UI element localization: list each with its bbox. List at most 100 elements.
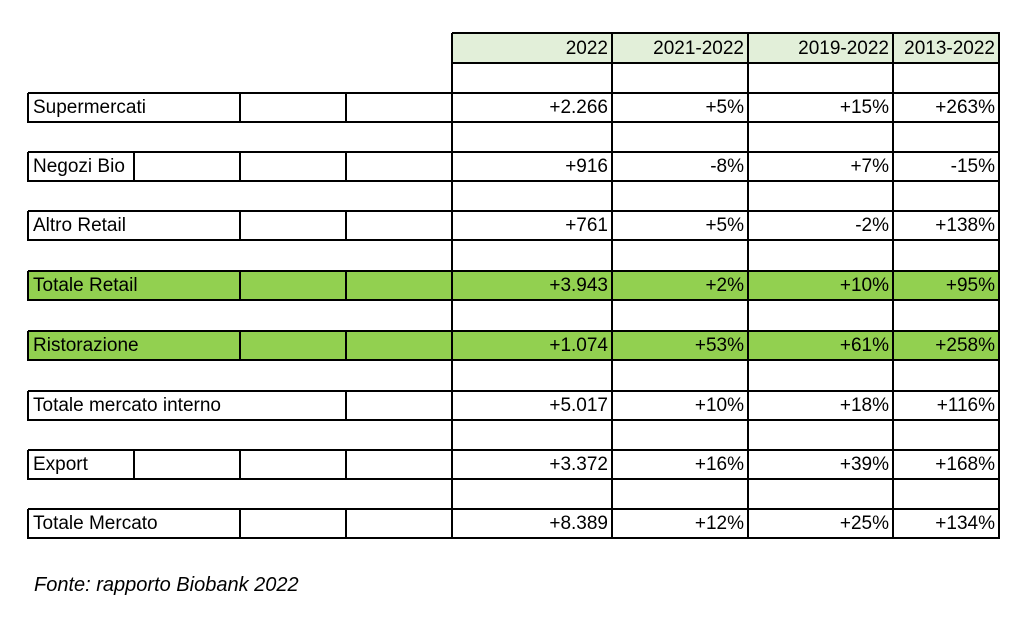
grid-line	[28, 330, 1000, 332]
table-cell: +2.266	[549, 97, 608, 118]
table-cell: +8.389	[549, 513, 608, 534]
grid-line	[345, 271, 347, 301]
grid-line	[892, 240, 894, 272]
grid-line	[747, 479, 749, 510]
grid-line	[611, 240, 613, 272]
grid-line	[452, 32, 1000, 34]
grid-line	[892, 93, 894, 123]
grid-line	[451, 152, 453, 182]
grid-line	[451, 360, 453, 392]
grid-line	[239, 509, 241, 539]
grid-line	[892, 271, 894, 301]
grid-line	[133, 152, 135, 182]
grid-line	[998, 211, 1000, 241]
grid-line	[747, 300, 749, 332]
grid-line	[998, 300, 1000, 332]
table-cell: +10%	[694, 395, 744, 416]
grid-line	[611, 420, 613, 451]
grid-line	[27, 450, 29, 480]
grid-line	[998, 450, 1000, 480]
grid-line	[747, 122, 749, 153]
grid-line	[892, 181, 894, 212]
grid-line	[27, 152, 29, 182]
grid-line	[452, 62, 1000, 64]
grid-line	[998, 63, 1000, 94]
row-highlight	[28, 331, 999, 360]
table-cell: +116%	[936, 395, 995, 416]
table-cell: +61%	[839, 335, 889, 356]
grid-line	[611, 271, 613, 301]
grid-line	[747, 391, 749, 421]
table-cell: +168%	[935, 454, 995, 475]
grid-line	[892, 479, 894, 510]
table-cell: +3.372	[549, 454, 608, 475]
grid-line	[611, 360, 613, 392]
grid-line	[611, 33, 613, 64]
grid-line	[451, 63, 453, 94]
grid-line	[892, 509, 894, 539]
table-cell: -15%	[950, 156, 995, 177]
grid-line	[239, 211, 241, 241]
table-cell: +1.074	[549, 335, 608, 356]
table-cell: +5.017	[549, 395, 608, 416]
grid-line	[451, 240, 453, 272]
grid-line	[239, 450, 241, 480]
table-cell: +5%	[705, 97, 744, 118]
grid-line	[239, 271, 241, 301]
grid-line	[239, 331, 241, 361]
table-cell: +10%	[839, 275, 889, 296]
column-header: 2013-2022	[893, 33, 999, 63]
grid-line	[345, 450, 347, 480]
grid-line	[611, 331, 613, 361]
grid-line	[27, 331, 29, 361]
grid-line	[611, 391, 613, 421]
grid-line	[451, 300, 453, 332]
grid-line	[998, 360, 1000, 392]
table-cell: +12%	[694, 513, 744, 534]
grid-line	[451, 211, 453, 241]
grid-line	[451, 479, 453, 510]
grid-line	[27, 93, 29, 123]
table-cell: +5%	[705, 215, 744, 236]
grid-line	[747, 420, 749, 451]
grid-line	[28, 537, 1000, 539]
grid-line	[451, 33, 453, 64]
table-cell: +25%	[839, 513, 889, 534]
grid-line	[28, 508, 1000, 510]
grid-line	[28, 239, 1000, 241]
grid-line	[998, 240, 1000, 272]
grid-line	[28, 359, 1000, 361]
table-cell: +39%	[839, 454, 889, 475]
table-cell: +916	[565, 156, 608, 177]
table-cell: +3.943	[549, 275, 608, 296]
grid-line	[345, 93, 347, 123]
row-label: Supermercati	[33, 97, 146, 118]
grid-line	[998, 420, 1000, 451]
column-header: 2022	[452, 33, 612, 63]
grid-line	[747, 93, 749, 123]
grid-line	[28, 390, 1000, 392]
grid-line	[451, 331, 453, 361]
grid-line	[892, 391, 894, 421]
grid-line	[27, 211, 29, 241]
grid-line	[998, 331, 1000, 361]
grid-line	[28, 121, 1000, 123]
grid-line	[611, 181, 613, 212]
row-label: Totale Mercato	[33, 513, 158, 534]
grid-line	[611, 509, 613, 539]
row-label: Altro Retail	[33, 215, 126, 236]
grid-line	[345, 211, 347, 241]
grid-line	[611, 93, 613, 123]
grid-line	[345, 331, 347, 361]
grid-line	[747, 271, 749, 301]
grid-line	[747, 181, 749, 212]
grid-line	[239, 93, 241, 123]
table-cell: +258%	[935, 335, 995, 356]
grid-line	[239, 152, 241, 182]
table-cell: +7%	[850, 156, 889, 177]
grid-line	[611, 211, 613, 241]
grid-line	[998, 152, 1000, 182]
grid-line	[998, 93, 1000, 123]
grid-line	[345, 152, 347, 182]
